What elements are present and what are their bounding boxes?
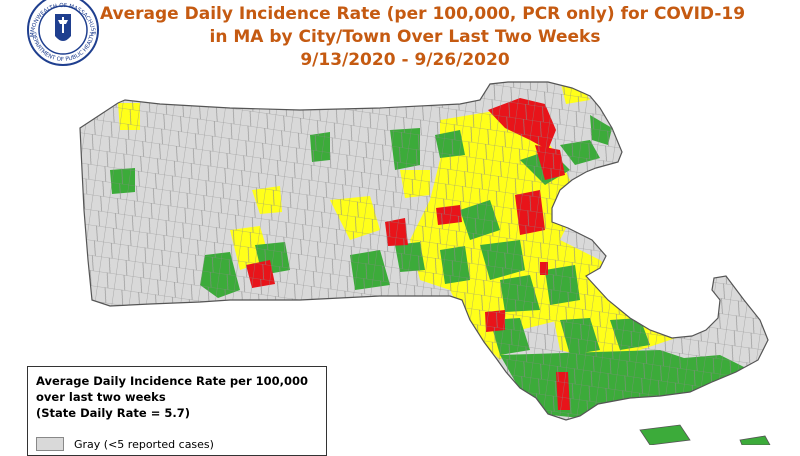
title-line-1: Average Daily Incidence Rate (per 100,00…: [100, 4, 746, 24]
map-title: Average Daily Incidence Rate (per 100,00…: [100, 3, 746, 72]
marthas-vineyard: [639, 424, 691, 445]
legend-title-line-2: over last two weeks: [36, 390, 166, 404]
dph-seal-icon: COMMONWEALTH OF MASSACHUSETTS DEPARTMENT…: [22, 0, 99, 66]
nantucket: [739, 435, 771, 445]
title-line-2: in MA by City/Town Over Last Two Weeks: [209, 27, 601, 47]
legend-entry-label: Gray (<5 reported cases): [74, 437, 214, 451]
legend-title-line-1: Average Daily Incidence Rate per 100,000: [36, 374, 309, 388]
title-line-3: 9/13/2020 - 9/26/2020: [300, 50, 510, 70]
legend-title-line-3: (State Daily Rate = 5.7): [36, 406, 190, 420]
figure-frame: COMMONWEALTH OF MASSACHUSETTS DEPARTMENT…: [22, 0, 771, 456]
legend-entry-gray: Gray (<5 reported cases): [36, 437, 214, 451]
legend-swatch-gray: [36, 437, 64, 451]
map-legend: Average Daily Incidence Rate per 100,000…: [27, 366, 327, 456]
massachusetts-map: [79, 81, 771, 445]
